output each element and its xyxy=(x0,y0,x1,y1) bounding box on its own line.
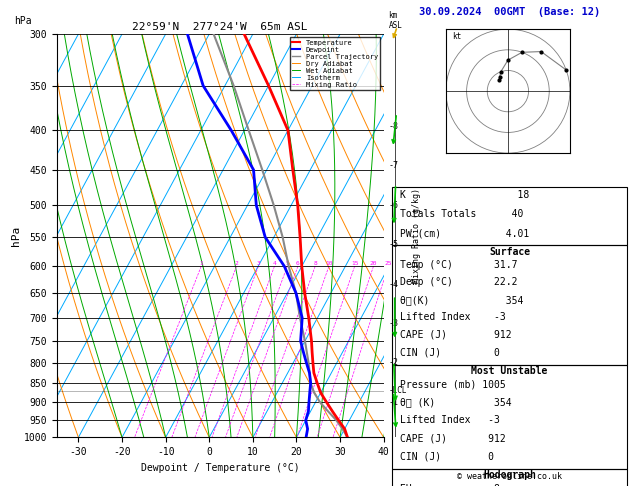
Text: Lifted Index   -3: Lifted Index -3 xyxy=(399,415,499,425)
Text: 6: 6 xyxy=(296,261,300,266)
Text: -7: -7 xyxy=(389,161,399,171)
Text: -2: -2 xyxy=(389,359,399,367)
Text: 30.09.2024  00GMT  (Base: 12): 30.09.2024 00GMT (Base: 12) xyxy=(419,7,600,17)
X-axis label: Dewpoint / Temperature (°C): Dewpoint / Temperature (°C) xyxy=(141,463,299,473)
Text: PW (cm)           4.01: PW (cm) 4.01 xyxy=(399,228,529,239)
Text: θᴄ(K)             354: θᴄ(K) 354 xyxy=(399,295,523,305)
Text: 25: 25 xyxy=(385,261,392,266)
Text: CIN (J)         0: CIN (J) 0 xyxy=(399,347,499,357)
Text: Hodograph: Hodograph xyxy=(483,470,536,481)
Text: 8: 8 xyxy=(313,261,317,266)
Text: CAPE (J)       912: CAPE (J) 912 xyxy=(399,433,505,443)
Bar xyxy=(392,187,626,245)
Title: 22°59'N  277°24'W  65m ASL: 22°59'N 277°24'W 65m ASL xyxy=(132,22,308,32)
Text: Dewp (°C)       22.2: Dewp (°C) 22.2 xyxy=(399,278,517,287)
Bar xyxy=(392,245,626,364)
Text: © weatheronline.co.uk: © weatheronline.co.uk xyxy=(457,472,562,481)
Text: CAPE (J)        912: CAPE (J) 912 xyxy=(399,330,511,340)
Y-axis label: hPa: hPa xyxy=(11,226,21,246)
Text: Most Unstable: Most Unstable xyxy=(471,366,548,376)
Text: Totals Totals      40: Totals Totals 40 xyxy=(399,209,523,219)
Text: 15: 15 xyxy=(351,261,359,266)
Text: Pressure (mb) 1005: Pressure (mb) 1005 xyxy=(399,379,505,389)
Text: EH              8: EH 8 xyxy=(399,484,499,486)
Text: CIN (J)        0: CIN (J) 0 xyxy=(399,451,494,461)
Text: -6: -6 xyxy=(389,201,399,210)
Text: -8: -8 xyxy=(389,122,399,131)
Text: 4: 4 xyxy=(272,261,276,266)
Text: 1: 1 xyxy=(199,261,203,266)
Text: -LCL: -LCL xyxy=(389,386,407,395)
Text: 10: 10 xyxy=(325,261,333,266)
Text: 2: 2 xyxy=(235,261,238,266)
Text: -3: -3 xyxy=(389,319,399,328)
Text: -5: -5 xyxy=(389,240,399,249)
Text: 20: 20 xyxy=(370,261,377,266)
Text: Surface: Surface xyxy=(489,247,530,257)
Text: Lifted Index    -3: Lifted Index -3 xyxy=(399,312,505,322)
Text: θᴄ (K)          354: θᴄ (K) 354 xyxy=(399,397,511,407)
Text: K                   18: K 18 xyxy=(399,190,529,200)
Bar xyxy=(392,469,626,486)
Text: Temp (°C)       31.7: Temp (°C) 31.7 xyxy=(399,260,517,270)
Text: km
ASL: km ASL xyxy=(389,11,403,30)
Text: kt: kt xyxy=(452,33,462,41)
Text: 5: 5 xyxy=(286,261,289,266)
Bar xyxy=(392,364,626,469)
Legend: Temperature, Dewpoint, Parcel Trajectory, Dry Adiabat, Wet Adiabat, Isotherm, Mi: Temperature, Dewpoint, Parcel Trajectory… xyxy=(290,37,380,90)
Text: 3: 3 xyxy=(257,261,260,266)
Text: -1: -1 xyxy=(389,398,399,407)
Text: hPa: hPa xyxy=(14,16,31,26)
Text: Mixing Ratio (g/kg): Mixing Ratio (g/kg) xyxy=(412,188,421,283)
Text: -4: -4 xyxy=(389,279,399,289)
